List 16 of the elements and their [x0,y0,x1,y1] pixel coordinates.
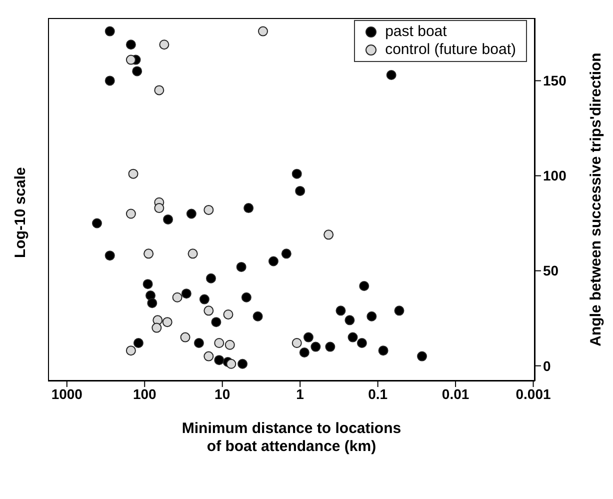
x-tick-label: 0.01 [442,386,470,402]
text: Log-10 scale [12,167,29,258]
x-tick-label: 0.1 [368,386,388,402]
y-tick-label: 150 [543,72,567,89]
x-tick-label: 1000 [51,386,83,402]
x-tick-label: 10 [214,386,230,402]
legend-label: control (future boat) [385,41,516,59]
x-axis-title: Minimum distance to locations of boat attendance (km) [182,420,402,455]
legend-label: past boat [385,23,447,41]
x-tick-label: 0.001 [516,386,551,402]
x-tick-label: 100 [132,386,157,402]
x-tick-label: 1 [296,386,304,402]
y-tick-label: 0 [543,358,551,374]
y-axis-title: Angle between successive trips'direction [587,52,604,346]
y-tick-label: 50 [543,262,559,279]
y-tick-label: 100 [543,168,567,184]
